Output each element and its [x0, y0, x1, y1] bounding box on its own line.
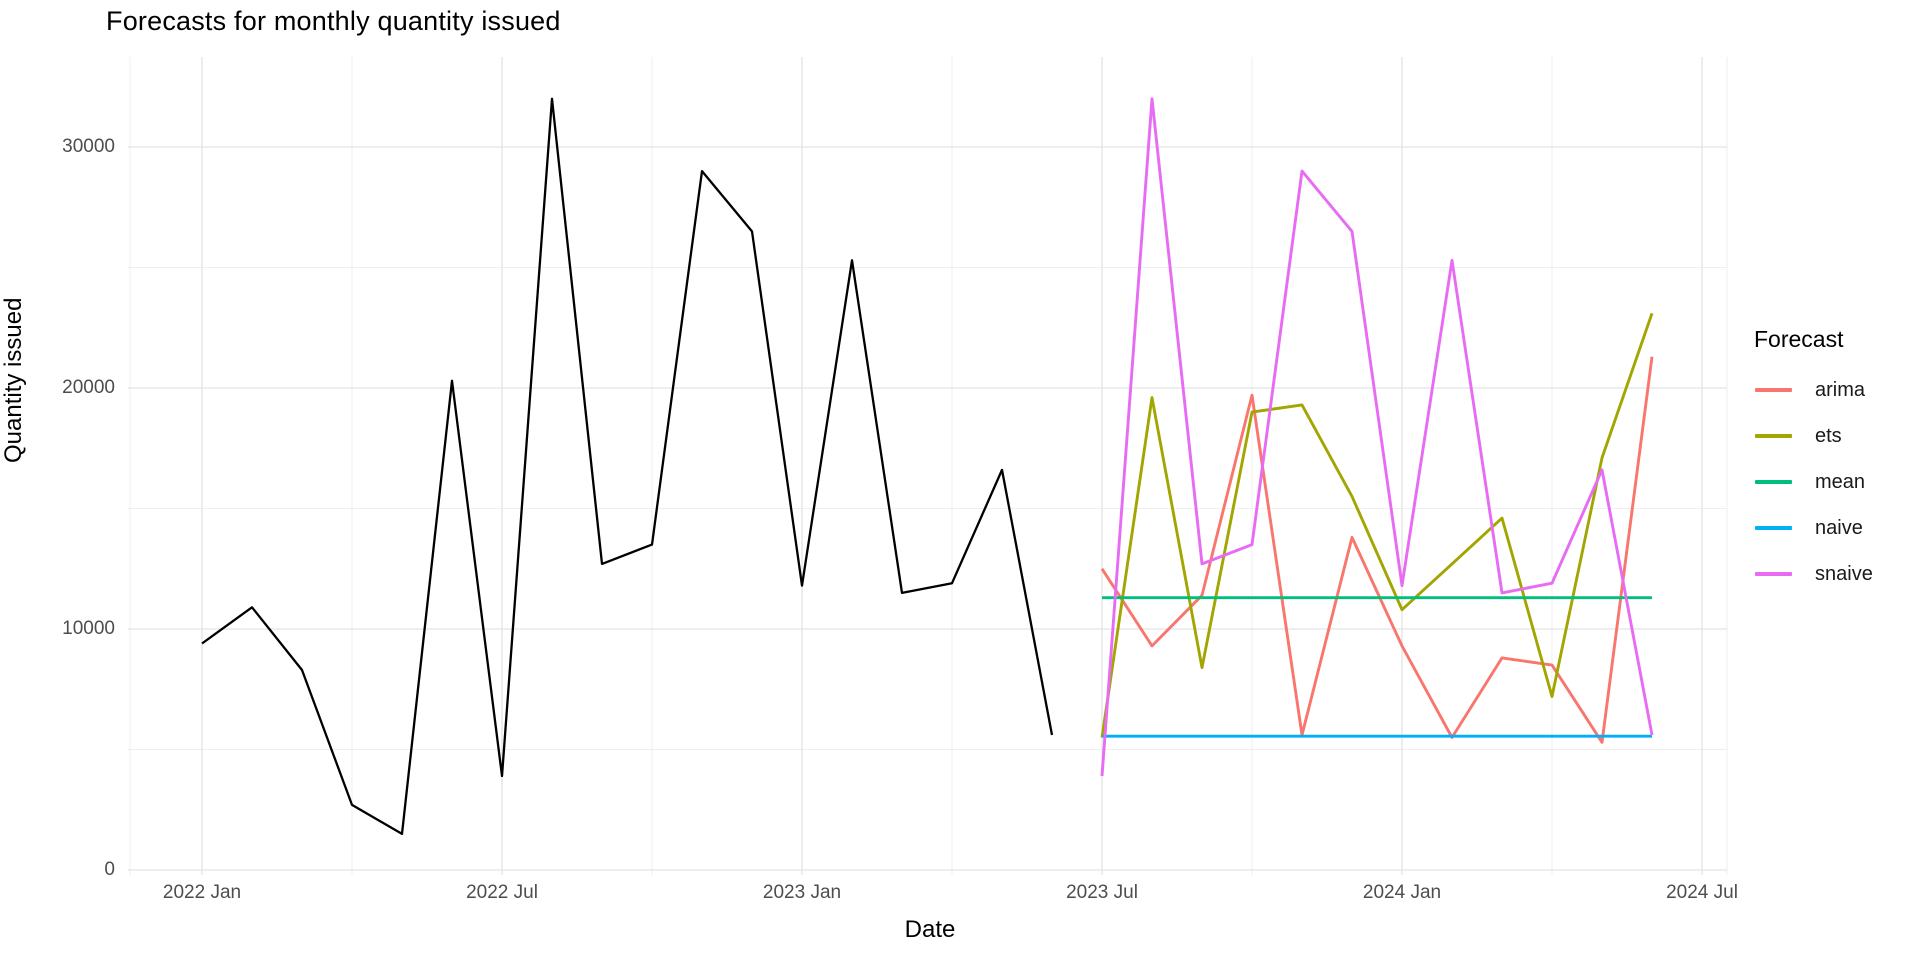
legend-item-arima: arima: [1752, 367, 1917, 413]
x-tick-label: 2024 Jul: [1666, 882, 1738, 903]
legend: Forecast arima ets mean naive snaive: [1752, 326, 1917, 597]
legend-title: Forecast: [1754, 326, 1844, 352]
legend-key-naive-icon: [1755, 526, 1792, 530]
legend-key-snaive-icon: [1755, 572, 1792, 576]
x-axis-title: Date: [0, 916, 1920, 944]
y-tick-label: 20000: [62, 377, 115, 398]
x-tick-label: 2022 Jul: [466, 882, 538, 903]
chart-title: Forecasts for monthly quantity issued: [106, 6, 561, 36]
legend-item-snaive: snaive: [1752, 551, 1917, 597]
x-axis-title-text: Date: [904, 916, 956, 943]
series-ets-line: [1100, 312, 1654, 738]
y-tick-label: 0: [104, 859, 115, 880]
legend-item-mean: mean: [1752, 459, 1917, 505]
legend-label-mean: mean: [1815, 470, 1866, 493]
legend-label-naive: naive: [1815, 516, 1863, 539]
legend-label-snaive: snaive: [1815, 562, 1873, 585]
legend-label-arima: arima: [1815, 378, 1866, 401]
legend-key-arima-icon: [1755, 388, 1792, 392]
legend-item-naive: naive: [1752, 505, 1917, 551]
series-arima-line: [1100, 356, 1654, 744]
legend-key-ets-icon: [1755, 434, 1792, 438]
y-tick-label: 10000: [62, 618, 115, 639]
x-tick-label: 2024 Jan: [1362, 882, 1442, 903]
legend-key-mean-icon: [1755, 480, 1792, 484]
y-tick-label: 30000: [62, 136, 115, 157]
x-tick-label: 2023 Jan: [762, 882, 842, 903]
legend-items: arima ets mean naive snaive: [1752, 367, 1917, 597]
series-snaive-line: [1100, 97, 1654, 777]
legend-label-ets: ets: [1815, 424, 1842, 447]
x-tick-label: 2023 Jul: [1066, 882, 1138, 903]
series-actual-line: [201, 97, 1054, 836]
x-tick-label: 2022 Jan: [162, 882, 242, 903]
legend-item-ets: ets: [1752, 413, 1917, 459]
